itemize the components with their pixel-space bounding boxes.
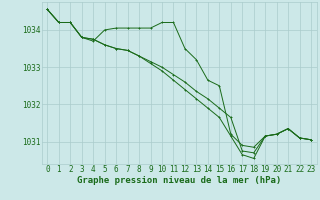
- X-axis label: Graphe pression niveau de la mer (hPa): Graphe pression niveau de la mer (hPa): [77, 176, 281, 185]
